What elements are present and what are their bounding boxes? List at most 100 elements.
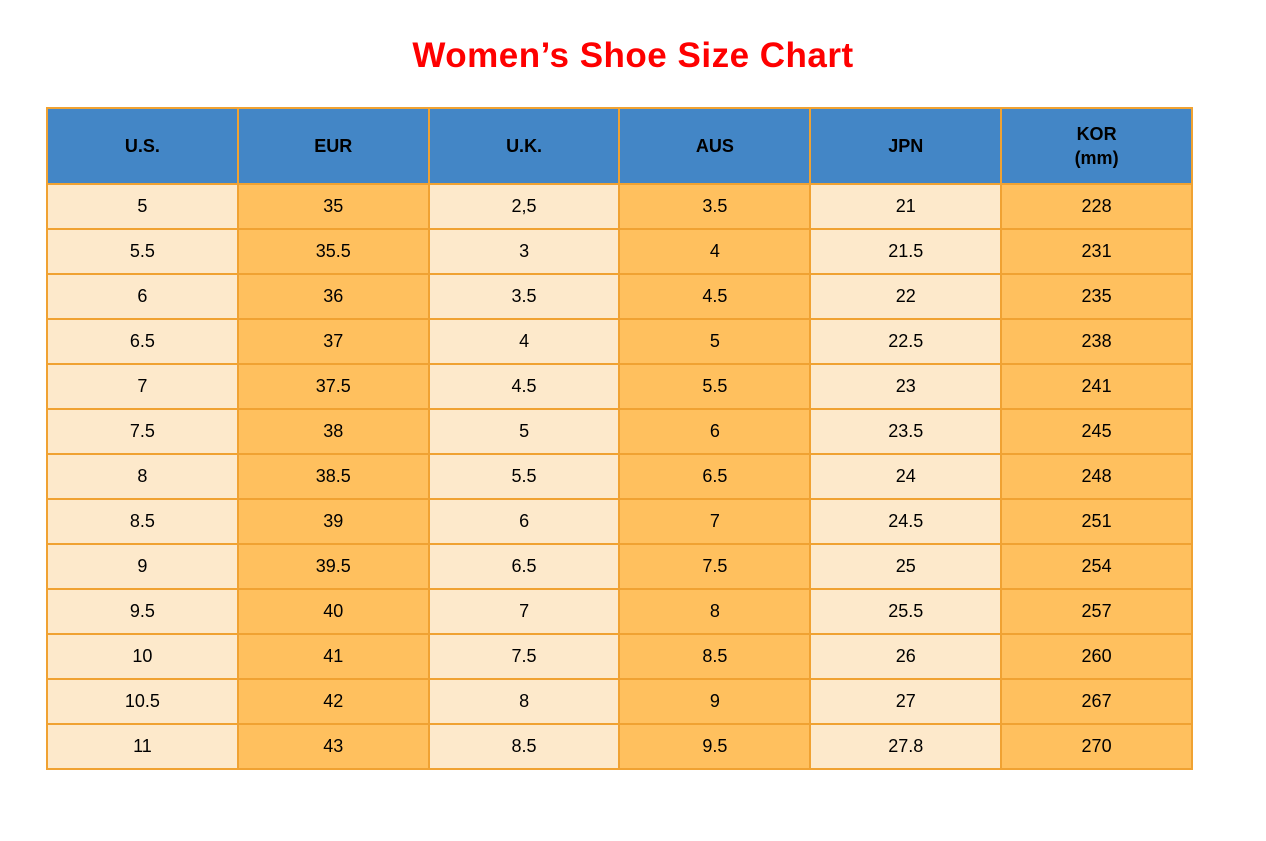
column-header-line: U.K. (506, 136, 543, 156)
column-header-jpn: JPN (809, 107, 1003, 185)
cell-us: 9.5 (46, 588, 239, 635)
column-header-kormm: KOR (mm) (1000, 107, 1193, 185)
table-row: 9.5 40 7 8 25.5 257 (46, 588, 1193, 635)
cell-eur: 35.5 (236, 228, 430, 275)
cell-uk: 7 (427, 588, 621, 635)
cell-us: 5 (46, 183, 239, 230)
table-row: 8 38.5 5.5 6.5 24 248 (46, 453, 1193, 500)
cell-aus: 7.5 (618, 543, 812, 590)
cell-kormm: 231 (1000, 228, 1193, 275)
cell-kormm: 270 (1000, 723, 1193, 770)
cell-eur: 38.5 (236, 453, 430, 500)
cell-eur: 39.5 (236, 543, 430, 590)
table-row: 6.5 37 4 5 22.5 238 (46, 318, 1193, 365)
cell-jpn: 24.5 (809, 498, 1003, 545)
cell-jpn: 27 (809, 678, 1003, 725)
cell-aus: 8 (618, 588, 812, 635)
cell-us: 10.5 (46, 678, 239, 725)
cell-us: 6 (46, 273, 239, 320)
column-header-line: (mm) (1074, 148, 1119, 168)
cell-jpn: 27.8 (809, 723, 1003, 770)
cell-kormm: 241 (1000, 363, 1193, 410)
cell-us: 10 (46, 633, 239, 680)
column-header-us: U.S. (46, 107, 239, 185)
page-title: Women’s Shoe Size Chart (412, 36, 854, 75)
cell-kormm: 245 (1000, 408, 1193, 455)
cell-aus: 8.5 (618, 633, 812, 680)
cell-us: 7 (46, 363, 239, 410)
cell-eur: 39 (236, 498, 430, 545)
cell-kormm: 248 (1000, 453, 1193, 500)
cell-aus: 6.5 (618, 453, 812, 500)
table-header: U.S. EUR U.K. AUS JPN KOR (mm) (46, 107, 1193, 185)
column-header-line: AUS (695, 136, 734, 156)
cell-eur: 37.5 (236, 363, 430, 410)
cell-uk: 7.5 (427, 633, 621, 680)
column-header-line: JPN (888, 136, 924, 156)
cell-kormm: 238 (1000, 318, 1193, 365)
column-header-line: EUR (314, 136, 353, 156)
cell-kormm: 254 (1000, 543, 1193, 590)
cell-aus: 7 (618, 498, 812, 545)
table-row: 8.5 39 6 7 24.5 251 (46, 498, 1193, 545)
cell-aus: 6 (618, 408, 812, 455)
table-row: 7.5 38 5 6 23.5 245 (46, 408, 1193, 455)
cell-kormm: 235 (1000, 273, 1193, 320)
table-row: 10 41 7.5 8.5 26 260 (46, 633, 1193, 680)
cell-uk: 6 (427, 498, 621, 545)
cell-eur: 40 (236, 588, 430, 635)
cell-uk: 5 (427, 408, 621, 455)
cell-aus: 9.5 (618, 723, 812, 770)
table-row: 10.5 42 8 9 27 267 (46, 678, 1193, 725)
cell-us: 11 (46, 723, 239, 770)
cell-jpn: 22.5 (809, 318, 1003, 365)
cell-kormm: 251 (1000, 498, 1193, 545)
cell-jpn: 22 (809, 273, 1003, 320)
column-header-eur: EUR (236, 107, 430, 185)
cell-jpn: 21.5 (809, 228, 1003, 275)
cell-uk: 4.5 (427, 363, 621, 410)
cell-uk: 2,5 (427, 183, 621, 230)
table-row: 9 39.5 6.5 7.5 25 254 (46, 543, 1193, 590)
cell-kormm: 257 (1000, 588, 1193, 635)
column-header-uk: U.K. (427, 107, 621, 185)
column-header-aus: AUS (618, 107, 812, 185)
cell-uk: 4 (427, 318, 621, 365)
cell-aus: 5 (618, 318, 812, 365)
cell-kormm: 228 (1000, 183, 1193, 230)
cell-us: 9 (46, 543, 239, 590)
cell-jpn: 25.5 (809, 588, 1003, 635)
table-body: 5 35 2,5 3.5 21 228 5.5 35.5 3 4 21.5 231 6 36 3.5 4.5 2… (46, 183, 1193, 770)
table-header-row: U.S. EUR U.K. AUS JPN KOR (mm) (46, 107, 1193, 185)
cell-jpn: 26 (809, 633, 1003, 680)
table-row: 7 37.5 4.5 5.5 23 241 (46, 363, 1193, 410)
cell-kormm: 267 (1000, 678, 1193, 725)
cell-uk: 3.5 (427, 273, 621, 320)
cell-eur: 37 (236, 318, 430, 365)
cell-us: 8.5 (46, 498, 239, 545)
cell-uk: 8.5 (427, 723, 621, 770)
cell-aus: 4 (618, 228, 812, 275)
cell-aus: 5.5 (618, 363, 812, 410)
cell-jpn: 25 (809, 543, 1003, 590)
cell-aus: 9 (618, 678, 812, 725)
cell-aus: 4.5 (618, 273, 812, 320)
cell-uk: 3 (427, 228, 621, 275)
cell-eur: 41 (236, 633, 430, 680)
cell-jpn: 23.5 (809, 408, 1003, 455)
cell-eur: 35 (236, 183, 430, 230)
cell-jpn: 21 (809, 183, 1003, 230)
table-row: 5 35 2,5 3.5 21 228 (46, 183, 1193, 230)
table-row: 6 36 3.5 4.5 22 235 (46, 273, 1193, 320)
column-header-line: KOR (1076, 124, 1117, 144)
cell-us: 8 (46, 453, 239, 500)
cell-us: 6.5 (46, 318, 239, 365)
cell-eur: 42 (236, 678, 430, 725)
cell-kormm: 260 (1000, 633, 1193, 680)
shoe-size-table: U.S. EUR U.K. AUS JPN KOR (mm) 5 35 2,5 3.5 21 228 5… (46, 107, 1193, 770)
cell-jpn: 24 (809, 453, 1003, 500)
table-row: 5.5 35.5 3 4 21.5 231 (46, 228, 1193, 275)
cell-uk: 6.5 (427, 543, 621, 590)
cell-uk: 8 (427, 678, 621, 725)
cell-aus: 3.5 (618, 183, 812, 230)
